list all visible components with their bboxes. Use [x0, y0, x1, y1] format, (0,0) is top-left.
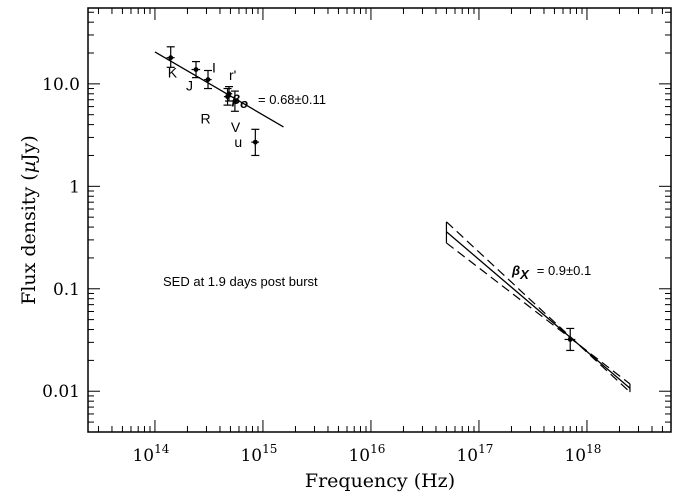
- x-tick-label: 1014: [132, 442, 169, 466]
- beta-o-label: βo = 0.68±0.11: [231, 92, 326, 111]
- data-point: [225, 86, 234, 102]
- beta-x-label: βX = 0.9±0.1: [511, 263, 591, 282]
- y-axis-title: Flux density (µJy): [18, 135, 40, 305]
- point-marker: [252, 139, 258, 145]
- data-point: [223, 87, 232, 106]
- band-label: K: [168, 65, 178, 81]
- data-point: [166, 46, 175, 68]
- point-marker: [168, 55, 174, 61]
- xray-error-upper: [446, 221, 631, 393]
- band-label: r': [229, 67, 236, 83]
- data-point: [251, 128, 260, 157]
- tick-labels: 1014 1015 1016 1017 1018 0.01 0.1 1 10.0: [42, 75, 601, 466]
- band-label: u: [234, 134, 242, 150]
- xray-error-lower: [446, 242, 631, 385]
- band-label: J: [186, 78, 193, 94]
- plot-frame: [87, 7, 672, 433]
- data-points: [166, 46, 576, 352]
- point-marker: [567, 337, 573, 342]
- xray-fit-line: [446, 231, 631, 389]
- x-tick-label: 1015: [240, 442, 277, 466]
- x-tick-label: 1016: [348, 442, 385, 466]
- y-tick-label: 1: [69, 177, 80, 197]
- axis-ticks: [88, 8, 672, 433]
- data-point: [204, 69, 213, 90]
- sed-annotation: SED at 1.9 days post burst: [163, 274, 318, 289]
- data-point: [191, 60, 201, 79]
- data-point: [564, 327, 576, 352]
- y-tick-label: 0.01: [42, 382, 80, 402]
- point-marker: [205, 77, 211, 83]
- x-tick-label: 1018: [564, 442, 601, 466]
- y-tick-label: 0.1: [53, 280, 80, 300]
- band-labels: KJ I Rr' Vu: [168, 60, 242, 151]
- data-point: [230, 90, 239, 112]
- band-label: V: [231, 119, 241, 135]
- point-marker: [232, 98, 238, 104]
- x-axis-title: Frequency (Hz): [305, 470, 455, 492]
- band-label: R: [201, 111, 211, 127]
- fit-lines: [154, 51, 631, 393]
- x-tick-label: 1017: [456, 442, 493, 466]
- point-marker: [226, 91, 232, 97]
- band-label: I: [212, 60, 216, 76]
- y-tick-label: 10.0: [42, 75, 80, 95]
- point-marker: [193, 67, 199, 72]
- optical-fit-line: [154, 51, 284, 128]
